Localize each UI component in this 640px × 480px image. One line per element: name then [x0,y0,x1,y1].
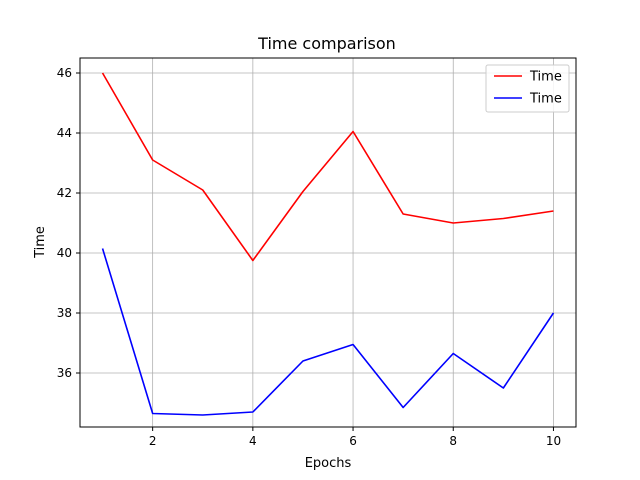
grid [80,58,576,427]
y-tick-label: 44 [57,126,72,140]
x-tick-label: 4 [249,434,257,448]
y-tick-label: 42 [57,186,72,200]
y-tick-label: 38 [57,306,72,320]
x-axis: 2 4 6 8 10 [149,427,561,448]
x-tick-label: 8 [449,434,457,448]
y-tick-label: 36 [57,366,72,380]
legend: Time Time [485,64,570,113]
legend-label-1: Time [529,70,562,85]
x-tick-label: 10 [546,434,561,448]
y-tick-label: 40 [57,246,72,260]
plot-frame [79,57,577,428]
y-axis-label: Time [33,226,48,259]
x-tick-label: 2 [149,434,157,448]
series-layer [101,72,555,416]
series-line-2 [101,248,555,416]
series-line-1 [101,72,554,262]
legend-label-2: Time [529,92,562,107]
y-tick-label: 46 [57,66,72,80]
x-tick-label: 6 [349,434,357,448]
x-axis-label: Epochs [305,456,352,471]
y-axis: 36 38 40 42 44 46 [57,66,80,380]
chart-title: Time comparison [257,34,396,53]
